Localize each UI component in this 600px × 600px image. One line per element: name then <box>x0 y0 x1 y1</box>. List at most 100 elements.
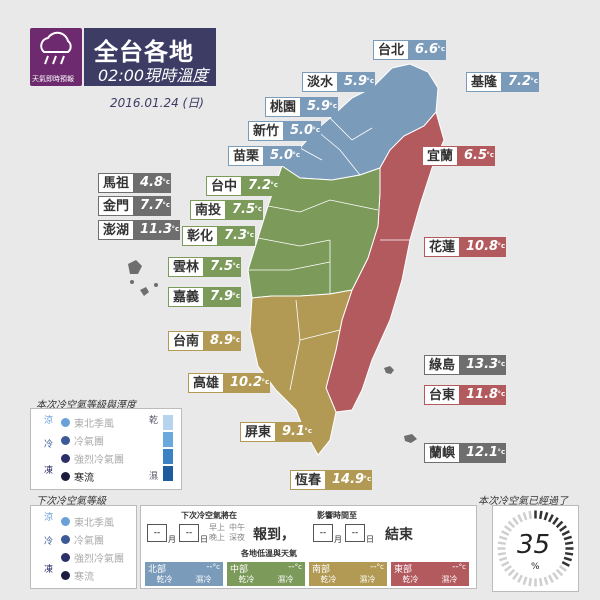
station-temp: 4.8 °c <box>134 173 172 193</box>
station-label: 雲林 7.5 °c <box>168 257 242 277</box>
legend2-item: 東北季風 <box>61 514 114 529</box>
affect-month-box: -- <box>313 524 333 542</box>
station-name: 花蓮 <box>424 237 461 257</box>
region-forecast: 東部 --°c 乾冷 濕冷 <box>391 562 469 586</box>
day-label: 日 <box>366 535 374 544</box>
region-temp: -- <box>206 562 213 572</box>
station-temp: 9.1 °c <box>276 422 314 442</box>
station-temp: 5.9 °c <box>301 97 339 117</box>
level-dot <box>61 553 70 562</box>
gauge-tick <box>501 530 510 536</box>
gauge-tick <box>548 574 554 583</box>
gauge-tick <box>497 541 507 546</box>
station-temp: 7.9 °c <box>204 287 242 307</box>
gauge-tick <box>507 520 516 529</box>
station-name: 屏東 <box>240 422 277 442</box>
arrive-month-box: -- <box>147 524 167 542</box>
celsius-unit: °c <box>329 102 338 110</box>
arrive-text: 報到， <box>253 527 295 543</box>
page-title: 全台各地 <box>94 38 194 66</box>
legend1-tag-mid: 冷 <box>42 439 52 448</box>
celsius-unit: °c <box>486 151 495 159</box>
celsius-unit: °c <box>246 231 255 239</box>
arrive-day-box: -- <box>179 524 199 542</box>
station-name: 台北 <box>373 40 410 60</box>
level-dot <box>61 472 70 481</box>
next-cold-forecast: 下次冷空氣將在 影響時間至 -- 月 -- 日 早上 中午 晚上 深夜 報到， … <box>140 505 477 589</box>
gauge-ring <box>497 510 574 587</box>
weather-logo: 天氣即時預報 <box>30 28 82 86</box>
station-name: 恆春 <box>290 470 327 490</box>
end-text: 結束 <box>385 527 413 543</box>
station-name: 綠島 <box>424 355 461 375</box>
legend2-item: 冷氣團 <box>61 532 104 547</box>
station-label: 台北 6.6 °c <box>373 40 447 60</box>
logo-text: 天氣即時預報 <box>32 75 74 83</box>
gauge-tick <box>512 572 519 580</box>
station-name: 南投 <box>190 200 227 220</box>
station-label: 基隆 7.2 °c <box>466 72 540 92</box>
station-temp: 10.2 °c <box>224 373 271 393</box>
gauge-tick <box>559 565 567 572</box>
celsius-unit: °c <box>270 181 279 189</box>
station-temp: 11.3 °c <box>134 220 181 240</box>
station-temp: 8.9 °c <box>204 331 242 351</box>
celsius-unit: °c <box>530 77 539 85</box>
station-name: 雲林 <box>168 257 205 277</box>
station-temp: 7.2 °c <box>242 176 280 196</box>
celsius-unit: °c <box>171 225 180 233</box>
station-temp: 6.6 °c <box>409 40 447 60</box>
time-noon: 中午 <box>229 523 245 532</box>
station-label: 恆春 14.9 °c <box>290 470 373 490</box>
legend2-item: 強烈冷氣團 <box>61 550 124 565</box>
celsius-unit: °c <box>376 563 384 571</box>
gauge-title: 本次冷空氣已經過了 <box>478 496 568 507</box>
month-label: 月 <box>168 535 176 544</box>
celsius-unit: °c <box>294 563 302 571</box>
region-forecast: 中部 --°c 乾冷 濕冷 <box>227 562 305 586</box>
region-name: 東部 <box>394 565 413 575</box>
station-temp: 5.9 °c <box>338 72 376 92</box>
legend2-tag-bot: 凍 <box>42 564 52 573</box>
humidity-scale <box>163 415 173 481</box>
celsius-unit: °c <box>212 563 220 571</box>
gauge-tick <box>538 577 543 587</box>
legend2-tag-top: 涼 <box>42 512 52 521</box>
station-name: 台中 <box>206 176 243 196</box>
title-box: 全台各地 02:00現時溫度 <box>84 28 216 86</box>
celsius-unit: °c <box>366 77 375 85</box>
station-label: 屏東 9.1 °c <box>240 422 314 442</box>
legend2-tag-mid: 冷 <box>42 536 52 545</box>
gauge-tick <box>528 577 533 587</box>
gauge-tick <box>512 517 519 525</box>
station-label: 苗栗 5.0 °c <box>228 146 302 166</box>
gauge-value: 35 <box>517 530 551 560</box>
station-label: 台東 11.8 °c <box>424 385 507 405</box>
page-subtitle: 02:00現時溫度 <box>98 66 209 85</box>
gauge-tick <box>564 551 574 556</box>
legend2-item: 寒流 <box>61 568 94 583</box>
station-label: 新竹 5.0 °c <box>248 121 322 141</box>
wet-label: 濕 <box>149 472 159 482</box>
affect-day-box: -- <box>345 524 365 542</box>
gauge-tick <box>548 514 554 523</box>
station-label: 金門 7.7 °c <box>98 196 172 216</box>
gauge-tick <box>563 556 573 562</box>
wet-cold: 濕冷 <box>441 575 458 584</box>
gauge-tick <box>555 568 564 577</box>
gauge-tick <box>497 551 507 556</box>
station-name: 苗栗 <box>228 146 265 166</box>
gauge-tick <box>552 572 559 580</box>
celsius-unit: °c <box>363 475 372 483</box>
progress-gauge: 35 % <box>492 505 579 592</box>
station-name: 嘉義 <box>168 287 205 307</box>
level-dot <box>61 454 70 463</box>
station-name: 高雄 <box>188 373 225 393</box>
station-label: 宜蘭 6.5 °c <box>422 146 496 166</box>
station-temp: 12.1 °c <box>460 443 507 463</box>
station-name: 淡水 <box>302 72 339 92</box>
celsius-unit: °c <box>261 378 270 386</box>
region-forecast: 南部 --°c 乾冷 濕冷 <box>309 562 387 586</box>
affect-title: 影響時間至 <box>317 511 357 520</box>
